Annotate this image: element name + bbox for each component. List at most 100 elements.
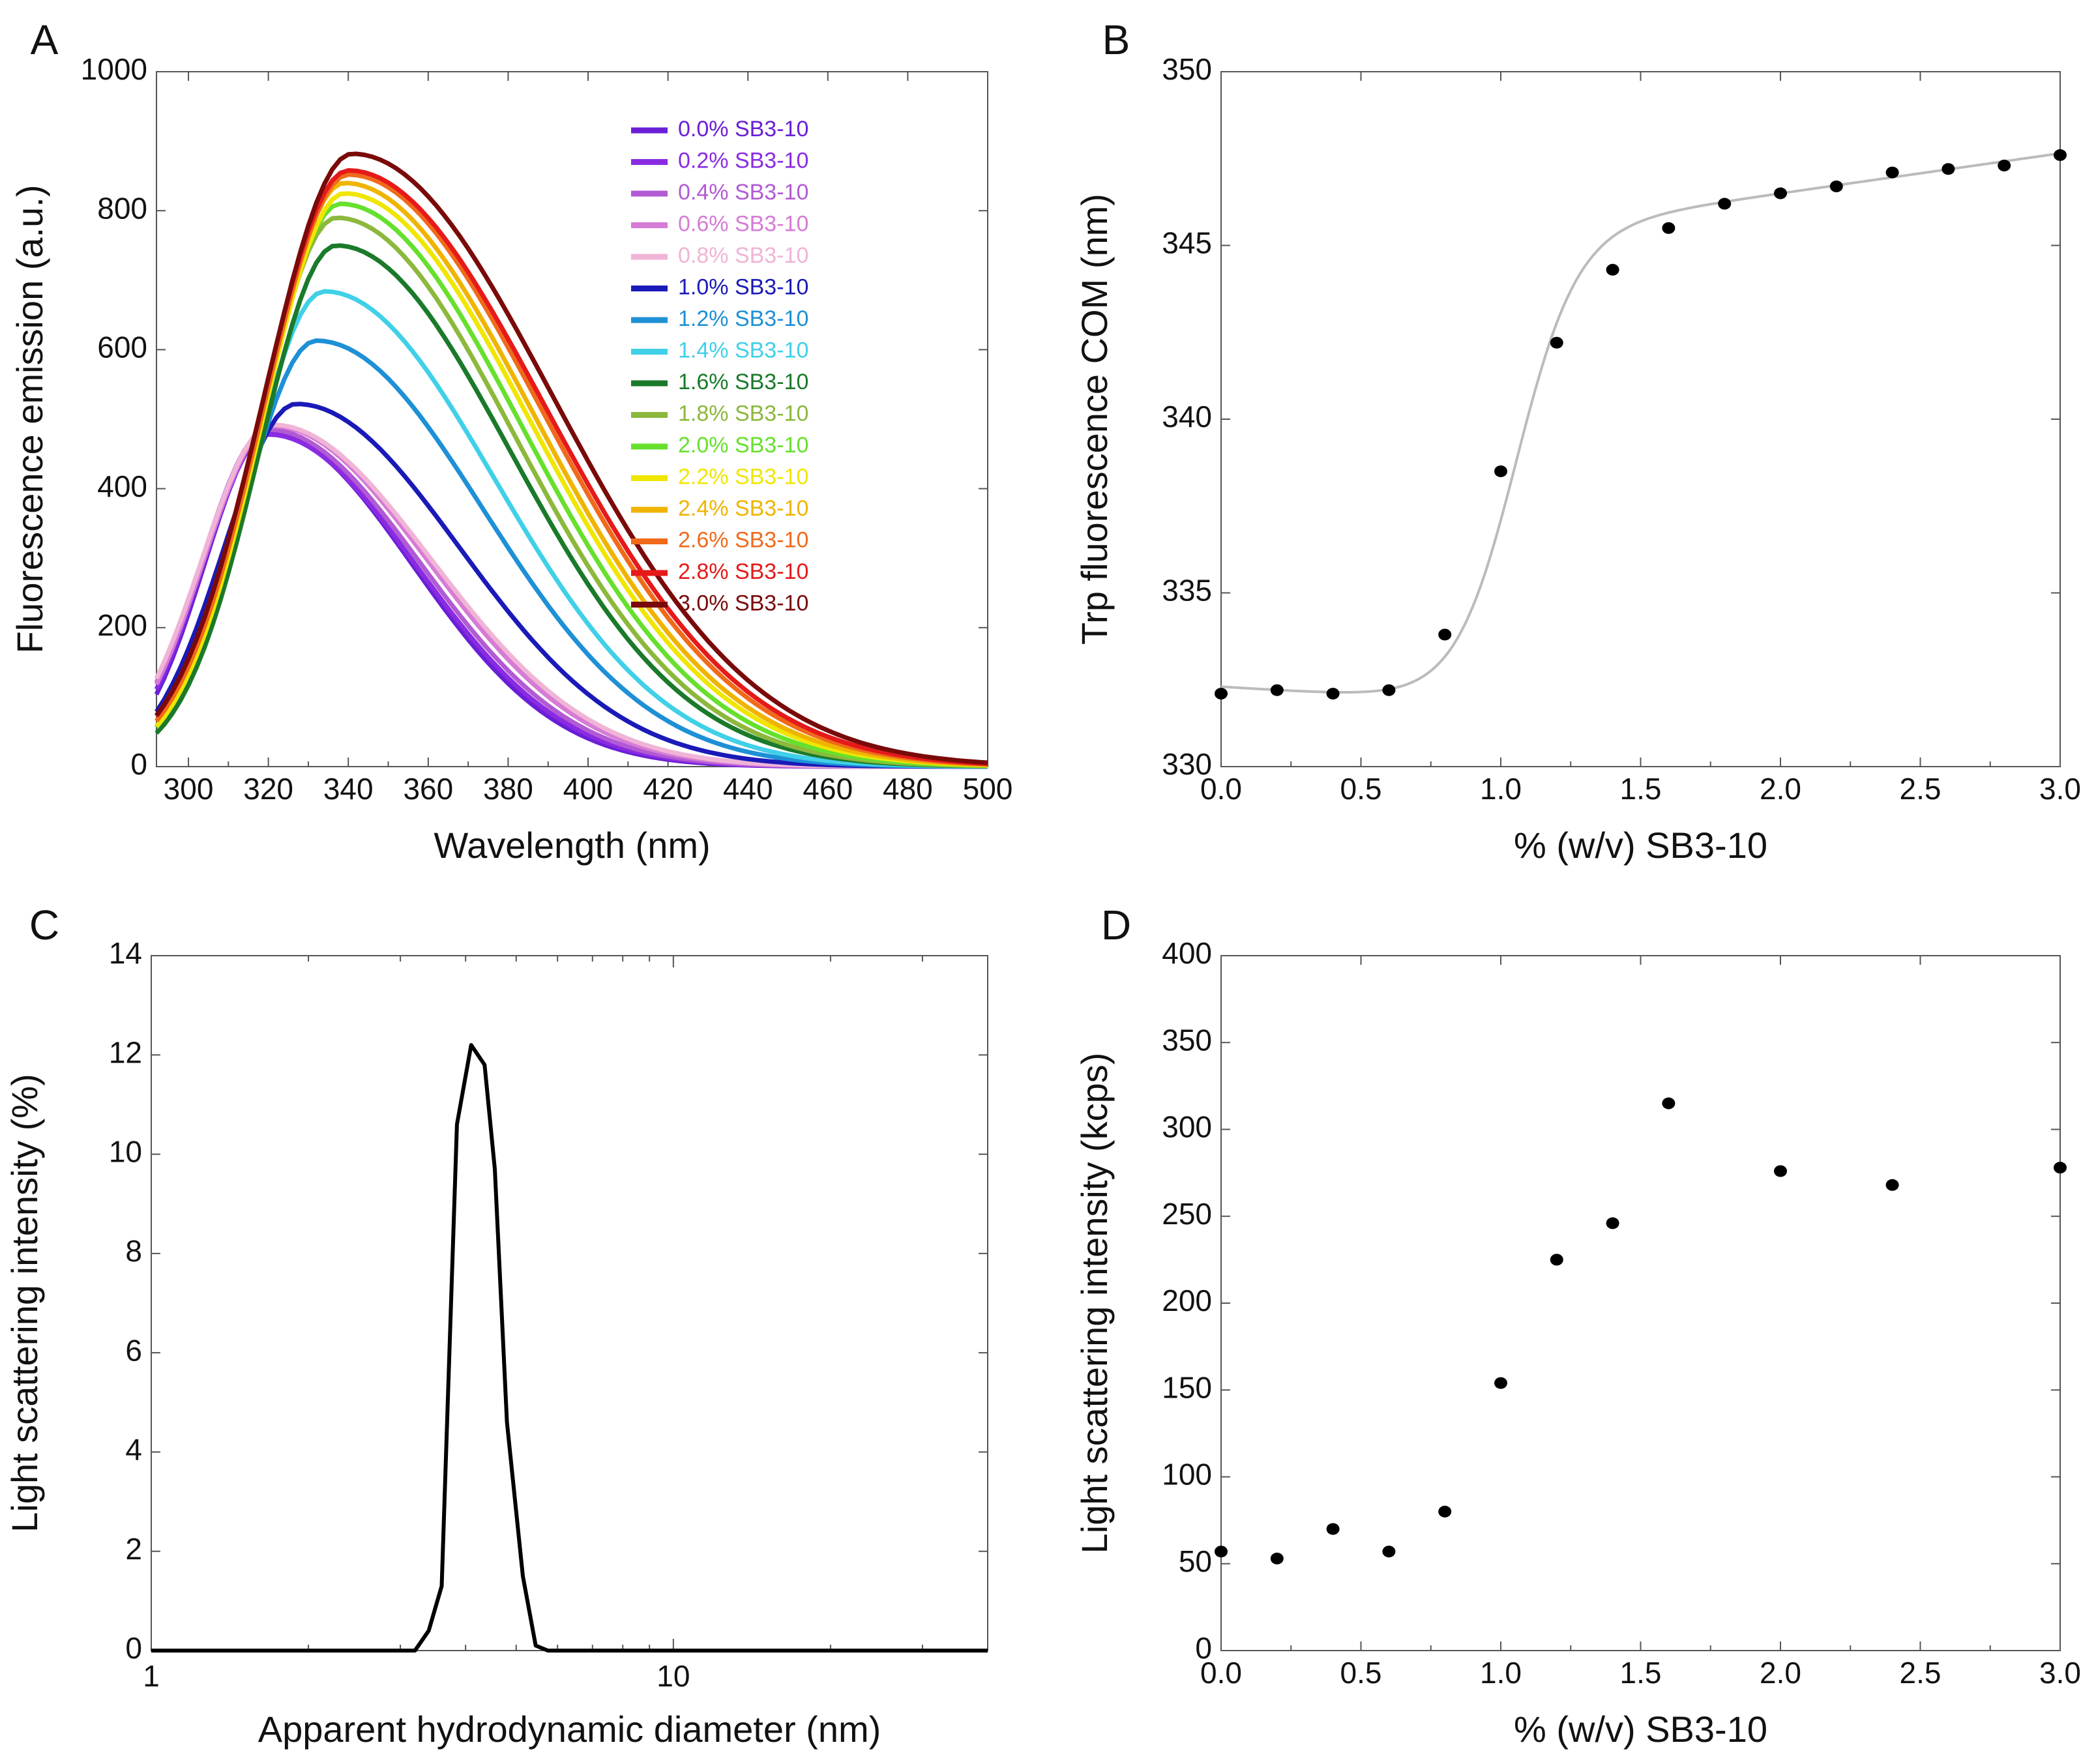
- y-tick-label: 350: [1162, 1023, 1212, 1057]
- panel-a: A Wavelength (nm) Fluorescence emission (a…: [9, 16, 1012, 866]
- x-tick-label: 1: [143, 1659, 160, 1693]
- x-tick-label: 0.5: [1340, 772, 1382, 806]
- y-axis-title: Trp fluorescence COM (nm): [1074, 194, 1115, 645]
- y-axis-title: Light scattering intensity (%): [4, 1074, 45, 1532]
- x-tick-label: 10: [657, 1659, 690, 1693]
- legend-label: 0.2% SB3-10: [678, 148, 808, 173]
- legend-label: 0.8% SB3-10: [678, 243, 808, 268]
- y-tick-label: 330: [1162, 747, 1212, 781]
- data-point: [1885, 166, 1899, 179]
- x-tick-label: 1.0: [1480, 1656, 1522, 1690]
- data-point: [1215, 1546, 1228, 1558]
- y-tick-label: 800: [97, 191, 147, 225]
- y-tick-label: 350: [1162, 52, 1212, 86]
- data-point: [1494, 1377, 1507, 1389]
- x-tick-label: 1.5: [1620, 1656, 1662, 1690]
- x-tick-label: 2.5: [1900, 772, 1941, 806]
- x-tick-label: 2.0: [1760, 1656, 1801, 1690]
- legend-label: 0.4% SB3-10: [678, 180, 808, 205]
- data-point: [1550, 336, 1563, 349]
- x-tick-label: 2.0: [1760, 772, 1801, 806]
- legend-label: 3.0% SB3-10: [678, 591, 808, 615]
- data-point: [1606, 263, 1619, 276]
- panel-letter: B: [1102, 16, 1130, 63]
- x-tick-label: 1.0: [1480, 772, 1522, 806]
- y-tick-label: 250: [1162, 1197, 1212, 1231]
- y-tick-label: 0: [1195, 1631, 1212, 1665]
- y-tick-label: 4: [125, 1433, 142, 1467]
- x-axis-title: Apparent hydrodynamic diameter (nm): [258, 1709, 881, 1750]
- data-point: [1215, 688, 1228, 700]
- x-tick-label: 3.0: [2039, 772, 2081, 806]
- x-tick-label: 340: [323, 772, 374, 806]
- legend-label: 1.2% SB3-10: [678, 306, 808, 331]
- data-point: [1326, 688, 1340, 700]
- x-tick-label: 500: [963, 772, 1013, 806]
- y-tick-label: 8: [125, 1234, 142, 1268]
- fit-curve: [1220, 152, 2061, 694]
- data-point: [2054, 149, 2067, 161]
- data-point: [1774, 1165, 1787, 1177]
- legend-label: 0.6% SB3-10: [678, 211, 808, 236]
- y-tick-label: 50: [1179, 1544, 1212, 1578]
- legend-label: 1.4% SB3-10: [678, 338, 808, 362]
- x-axis-title: % (w/v) SB3-10: [1514, 1709, 1767, 1750]
- legend-label: 2.4% SB3-10: [678, 496, 808, 521]
- y-tick-label: 6: [125, 1333, 142, 1367]
- panel-b: B % (w/v) SB3-10 Trp fluorescence COM (nm)…: [1074, 16, 2081, 866]
- x-tick-label: 480: [883, 772, 933, 806]
- data-point: [1438, 628, 1452, 641]
- spectrum-line: [155, 289, 988, 769]
- y-axis-title: Light scattering intensity (kcps): [1074, 1053, 1115, 1554]
- legend-label: 2.6% SB3-10: [678, 527, 808, 552]
- x-tick-label: 0.0: [1200, 772, 1242, 806]
- data-point: [1718, 198, 1732, 210]
- legend-label: 0.0% SB3-10: [678, 117, 808, 141]
- y-tick-label: 0: [130, 747, 147, 781]
- panel-c: C Apparent hydrodynamic diameter (nm) Ligh…: [4, 902, 988, 1750]
- data-point: [1326, 1523, 1340, 1535]
- x-tick-label: 440: [723, 772, 773, 806]
- legend-label: 1.6% SB3-10: [678, 370, 808, 394]
- data-point: [1382, 1546, 1396, 1558]
- legend-label: 1.8% SB3-10: [678, 401, 808, 426]
- panel-letter: C: [29, 902, 59, 948]
- x-axis-title: Wavelength (nm): [434, 825, 710, 866]
- legend-label: 2.8% SB3-10: [678, 559, 808, 584]
- y-tick-label: 14: [109, 936, 142, 970]
- x-tick-label: 400: [563, 772, 613, 806]
- data-point: [1550, 1254, 1563, 1266]
- data-point: [1494, 465, 1507, 477]
- legend-label: 2.2% SB3-10: [678, 464, 808, 489]
- y-tick-label: 12: [109, 1035, 142, 1069]
- y-axis-title: Fluorescence emission (a.u.): [9, 185, 50, 654]
- x-tick-label: 300: [164, 772, 214, 806]
- y-tick-label: 200: [1162, 1284, 1212, 1317]
- data-point: [1382, 684, 1396, 696]
- data-point: [1270, 684, 1284, 696]
- data-point: [1270, 1552, 1284, 1565]
- y-tick-label: 10: [109, 1135, 142, 1169]
- plot-frame: [156, 71, 988, 767]
- x-tick-label: 1.5: [1620, 772, 1662, 806]
- panel-letter: D: [1101, 902, 1131, 948]
- data-point: [1885, 1179, 1899, 1191]
- y-tick-label: 150: [1162, 1370, 1212, 1404]
- y-tick-label: 335: [1162, 574, 1212, 608]
- legend-label: 2.0% SB3-10: [678, 433, 808, 458]
- x-axis-title: % (w/v) SB3-10: [1514, 825, 1767, 866]
- data-point: [1998, 159, 2011, 171]
- y-tick-label: 340: [1162, 400, 1212, 434]
- data-point: [1774, 187, 1787, 199]
- x-tick-label: 0.0: [1200, 1656, 1242, 1690]
- data-point: [1829, 180, 1843, 192]
- y-tick-label: 345: [1162, 226, 1212, 260]
- y-tick-label: 1000: [81, 52, 147, 86]
- data-point: [1662, 1097, 1675, 1110]
- y-tick-label: 100: [1162, 1458, 1212, 1492]
- x-tick-label: 320: [243, 772, 293, 806]
- data-point: [1438, 1505, 1452, 1518]
- spectrum-line: [155, 151, 988, 765]
- y-tick-label: 400: [1162, 936, 1212, 970]
